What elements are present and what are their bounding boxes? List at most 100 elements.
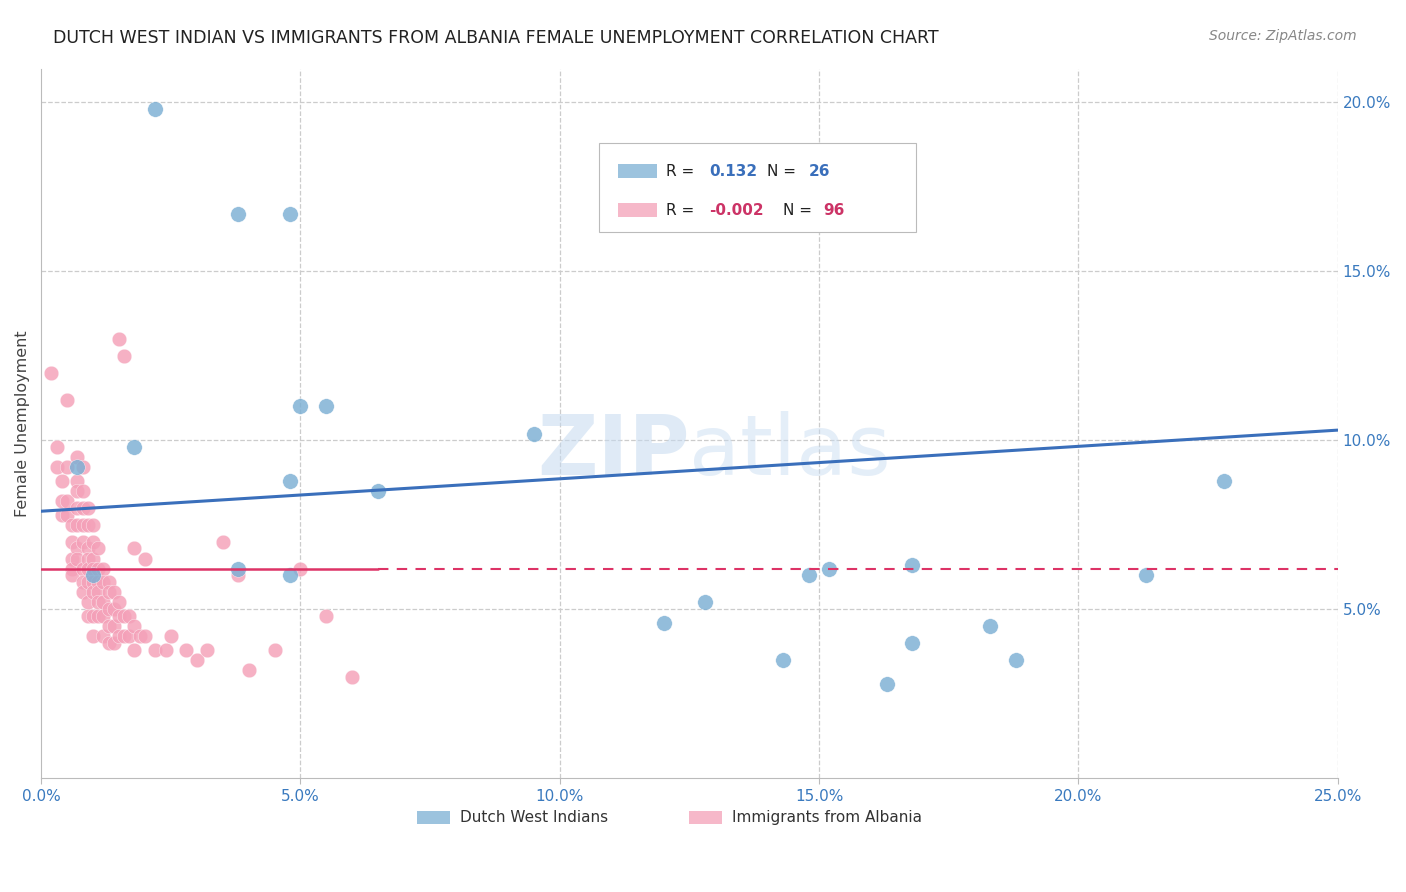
Point: [87, 575, 110, 590]
Point: [315, 400, 337, 414]
Point: [97, 636, 120, 650]
Point: [66, 551, 89, 566]
Point: [128, 629, 150, 643]
Point: [108, 609, 131, 624]
Point: [93, 562, 115, 576]
Text: -0.002: -0.002: [709, 202, 763, 218]
Text: ZIP: ZIP: [537, 411, 689, 492]
Point: [56, 392, 79, 407]
Point: [72, 562, 94, 576]
Point: [103, 585, 125, 599]
Point: [87, 562, 110, 576]
Point: [76, 500, 98, 515]
Point: [97, 585, 120, 599]
Point: [342, 670, 364, 684]
Text: 96: 96: [823, 202, 845, 218]
Point: [112, 609, 135, 624]
Bar: [619, 164, 657, 178]
Point: [51, 474, 73, 488]
Point: [82, 568, 104, 582]
Text: atlas: atlas: [689, 411, 891, 492]
Point: [82, 585, 104, 599]
Point: [124, 619, 146, 633]
Point: [72, 460, 94, 475]
Point: [97, 602, 120, 616]
Point: [72, 534, 94, 549]
Point: [82, 551, 104, 566]
Point: [76, 517, 98, 532]
Text: N =: N =: [783, 202, 817, 218]
Point: [82, 534, 104, 549]
Point: [66, 517, 89, 532]
Point: [290, 562, 312, 576]
Point: [108, 629, 131, 643]
Point: [238, 663, 260, 677]
Point: [82, 609, 104, 624]
Point: [56, 460, 79, 475]
Point: [124, 642, 146, 657]
Point: [103, 636, 125, 650]
Point: [226, 207, 249, 221]
Point: [72, 575, 94, 590]
Text: N =: N =: [768, 163, 801, 178]
Point: [290, 400, 312, 414]
Point: [66, 500, 89, 515]
Point: [82, 517, 104, 532]
Point: [103, 619, 125, 633]
Point: [60, 517, 83, 532]
Point: [76, 551, 98, 566]
Point: [93, 609, 115, 624]
Point: [155, 642, 177, 657]
Text: DUTCH WEST INDIAN VS IMMIGRANTS FROM ALBANIA FEMALE UNEMPLOYMENT CORRELATION CHA: DUTCH WEST INDIAN VS IMMIGRANTS FROM ALB…: [53, 29, 939, 46]
Text: Immigrants from Albania: Immigrants from Albania: [733, 810, 922, 825]
Bar: [689, 811, 721, 823]
Point: [93, 629, 115, 643]
FancyBboxPatch shape: [599, 143, 917, 232]
Point: [124, 440, 146, 454]
Point: [118, 629, 141, 643]
Point: [41, 366, 63, 380]
Point: [134, 551, 156, 566]
Point: [263, 642, 285, 657]
Point: [66, 474, 89, 488]
Point: [93, 595, 115, 609]
Point: [876, 676, 898, 690]
Point: [60, 562, 83, 576]
Point: [51, 508, 73, 522]
Point: [652, 615, 675, 630]
Point: [112, 349, 135, 363]
Point: [112, 629, 135, 643]
Point: [211, 534, 233, 549]
Point: [979, 619, 1001, 633]
Point: [103, 602, 125, 616]
Point: [82, 575, 104, 590]
Point: [60, 551, 83, 566]
Point: [195, 642, 218, 657]
Point: [143, 102, 166, 116]
Point: [76, 575, 98, 590]
Point: [278, 207, 301, 221]
Point: [176, 642, 198, 657]
Point: [278, 474, 301, 488]
Point: [66, 460, 89, 475]
Text: Dutch West Indians: Dutch West Indians: [460, 810, 607, 825]
Point: [118, 609, 141, 624]
Point: [523, 426, 546, 441]
Y-axis label: Female Unemployment: Female Unemployment: [15, 330, 30, 516]
Point: [60, 534, 83, 549]
Point: [87, 585, 110, 599]
Point: [1005, 653, 1028, 667]
Point: [76, 609, 98, 624]
Point: [315, 609, 337, 624]
Point: [45, 440, 67, 454]
Point: [76, 595, 98, 609]
Point: [56, 494, 79, 508]
Point: [226, 568, 249, 582]
Point: [134, 629, 156, 643]
Point: [82, 629, 104, 643]
Point: [76, 562, 98, 576]
Point: [1135, 568, 1157, 582]
Point: [143, 642, 166, 657]
Point: [51, 494, 73, 508]
Point: [797, 568, 820, 582]
